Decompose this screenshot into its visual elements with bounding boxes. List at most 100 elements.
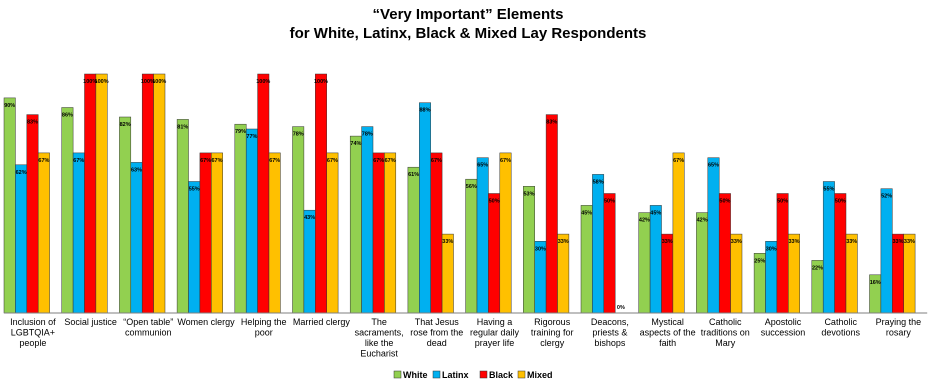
bar-white-7 (349, 135, 362, 314)
data-label-white-9: 56% (466, 184, 477, 190)
category-label-14: Apostolic succession (761, 317, 806, 338)
data-label-white-11: 45% (581, 210, 592, 216)
category-label-9: Having a regular daily prayer life (470, 317, 520, 348)
data-label-latinx-4: 55% (189, 187, 200, 193)
category-label-12: Mystical aspects of the faith (640, 317, 696, 348)
data-label-white-5: 79% (235, 129, 246, 135)
bar-black-4 (199, 152, 212, 314)
bar-white-5 (234, 123, 247, 314)
data-label-black-16: 33% (892, 239, 903, 245)
data-label-white-3: 82% (120, 122, 131, 128)
category-label-13: Catholic traditions on Mary (701, 317, 750, 348)
data-label-latinx-12: 45% (650, 210, 661, 216)
legend-swatch-mixed (517, 370, 526, 379)
category-label-7: The sacraments, like the Eucharist (355, 317, 404, 359)
data-label-black-8: 67% (431, 158, 442, 164)
category-label-4: Women clergy (177, 317, 235, 327)
bar-mixed-6 (326, 152, 339, 314)
data-label-black-10: 83% (546, 120, 557, 126)
category-label-5: Helping the poor (241, 317, 287, 338)
legend-swatch-latinx (432, 370, 441, 379)
data-label-black-2: 100% (83, 79, 97, 85)
bar-black-14 (776, 193, 789, 314)
data-label-black-9: 50% (489, 199, 500, 205)
data-label-white-2: 86% (62, 113, 73, 119)
bar-mixed-16 (903, 233, 916, 314)
bar-white-8 (407, 166, 420, 314)
data-label-latinx-15: 55% (823, 187, 834, 193)
data-label-mixed-7: 67% (385, 158, 396, 164)
bar-latinx-7 (361, 126, 374, 314)
legend-label-latinx: Latinx (442, 370, 469, 380)
data-label-white-12: 42% (639, 218, 650, 224)
data-label-latinx-16: 52% (881, 194, 892, 200)
data-label-black-1: 83% (27, 120, 38, 126)
bar-black-1 (26, 114, 39, 314)
data-label-white-13: 42% (697, 218, 708, 224)
data-label-mixed-11: 0% (617, 305, 625, 311)
category-label-8: That Jesus rose from the dead (410, 317, 463, 348)
bar-black-16 (892, 233, 904, 314)
bar-mixed-7 (384, 152, 397, 314)
legend-label-white: White (403, 370, 428, 380)
bar-white-4 (176, 119, 189, 314)
bar-black-2 (84, 73, 97, 314)
data-label-black-3: 100% (141, 79, 155, 85)
data-label-mixed-10: 33% (558, 239, 569, 245)
bar-mixed-1 (37, 152, 50, 314)
bar-mixed-3 (153, 73, 166, 314)
data-label-mixed-1: 67% (38, 158, 49, 164)
bar-latinx-5 (245, 128, 258, 314)
bar-white-10 (523, 186, 535, 314)
bar-white-3 (119, 116, 132, 314)
data-label-white-15: 22% (812, 265, 823, 271)
data-label-latinx-13: 65% (708, 163, 719, 169)
bar-white-13 (696, 212, 709, 314)
category-label-16: Praying the rosary (876, 317, 922, 338)
data-label-black-11: 50% (604, 199, 615, 205)
bar-latinx-2 (72, 152, 85, 314)
bar-latinx-4 (188, 181, 201, 314)
bar-latinx-8 (419, 102, 431, 314)
bar-white-2 (61, 107, 74, 314)
data-label-latinx-5: 77% (246, 134, 257, 140)
bar-mixed-13 (730, 233, 743, 314)
legend: White Latinx Black Mixed (393, 370, 553, 380)
data-label-mixed-9: 67% (500, 158, 511, 164)
bar-mixed-2 (95, 73, 108, 314)
data-label-latinx-2: 67% (73, 158, 84, 164)
data-label-black-4: 67% (200, 158, 211, 164)
bar-black-9 (488, 193, 501, 314)
data-label-mixed-13: 33% (731, 239, 742, 245)
category-label-1: Inclusion of LGBTQIA+ people (10, 317, 56, 348)
data-label-latinx-9: 65% (477, 163, 488, 169)
data-label-latinx-14: 30% (766, 246, 777, 252)
data-label-black-13: 50% (719, 199, 730, 205)
data-label-latinx-7: 78% (362, 132, 373, 138)
data-label-mixed-14: 33% (788, 239, 799, 245)
data-label-latinx-6: 43% (304, 215, 315, 221)
bar-mixed-9 (499, 152, 512, 314)
bar-mixed-15 (845, 233, 858, 314)
data-label-white-10: 53% (523, 191, 534, 197)
category-label-11: Deacons, priests & bishops (591, 317, 629, 348)
category-label-2: Social justice (64, 317, 117, 327)
data-label-black-7: 67% (373, 158, 384, 164)
data-labels-layer: 90%62%83%67%86%67%100%100%82%63%100%100%… (4, 79, 915, 311)
bar-black-6 (315, 73, 327, 314)
category-labels-layer: Inclusion of LGBTQIA+ people Social justice… (10, 317, 921, 359)
data-label-black-5: 100% (256, 79, 270, 85)
bar-mixed-8 (441, 233, 454, 314)
bar-mixed-14 (788, 233, 800, 314)
category-label-6: Married clergy (293, 317, 351, 327)
data-label-latinx-10: 30% (535, 246, 546, 252)
bar-latinx-3 (130, 162, 143, 314)
legend-swatch-white (393, 370, 402, 379)
bar-mixed-10 (557, 233, 570, 314)
bar-black-11 (603, 193, 616, 314)
bar-latinx-1 (15, 164, 28, 314)
data-label-white-6: 78% (293, 132, 304, 138)
bar-latinx-12 (649, 205, 662, 314)
chart-title: “Very Important” Elements (372, 6, 564, 23)
data-label-white-4: 81% (177, 124, 188, 130)
